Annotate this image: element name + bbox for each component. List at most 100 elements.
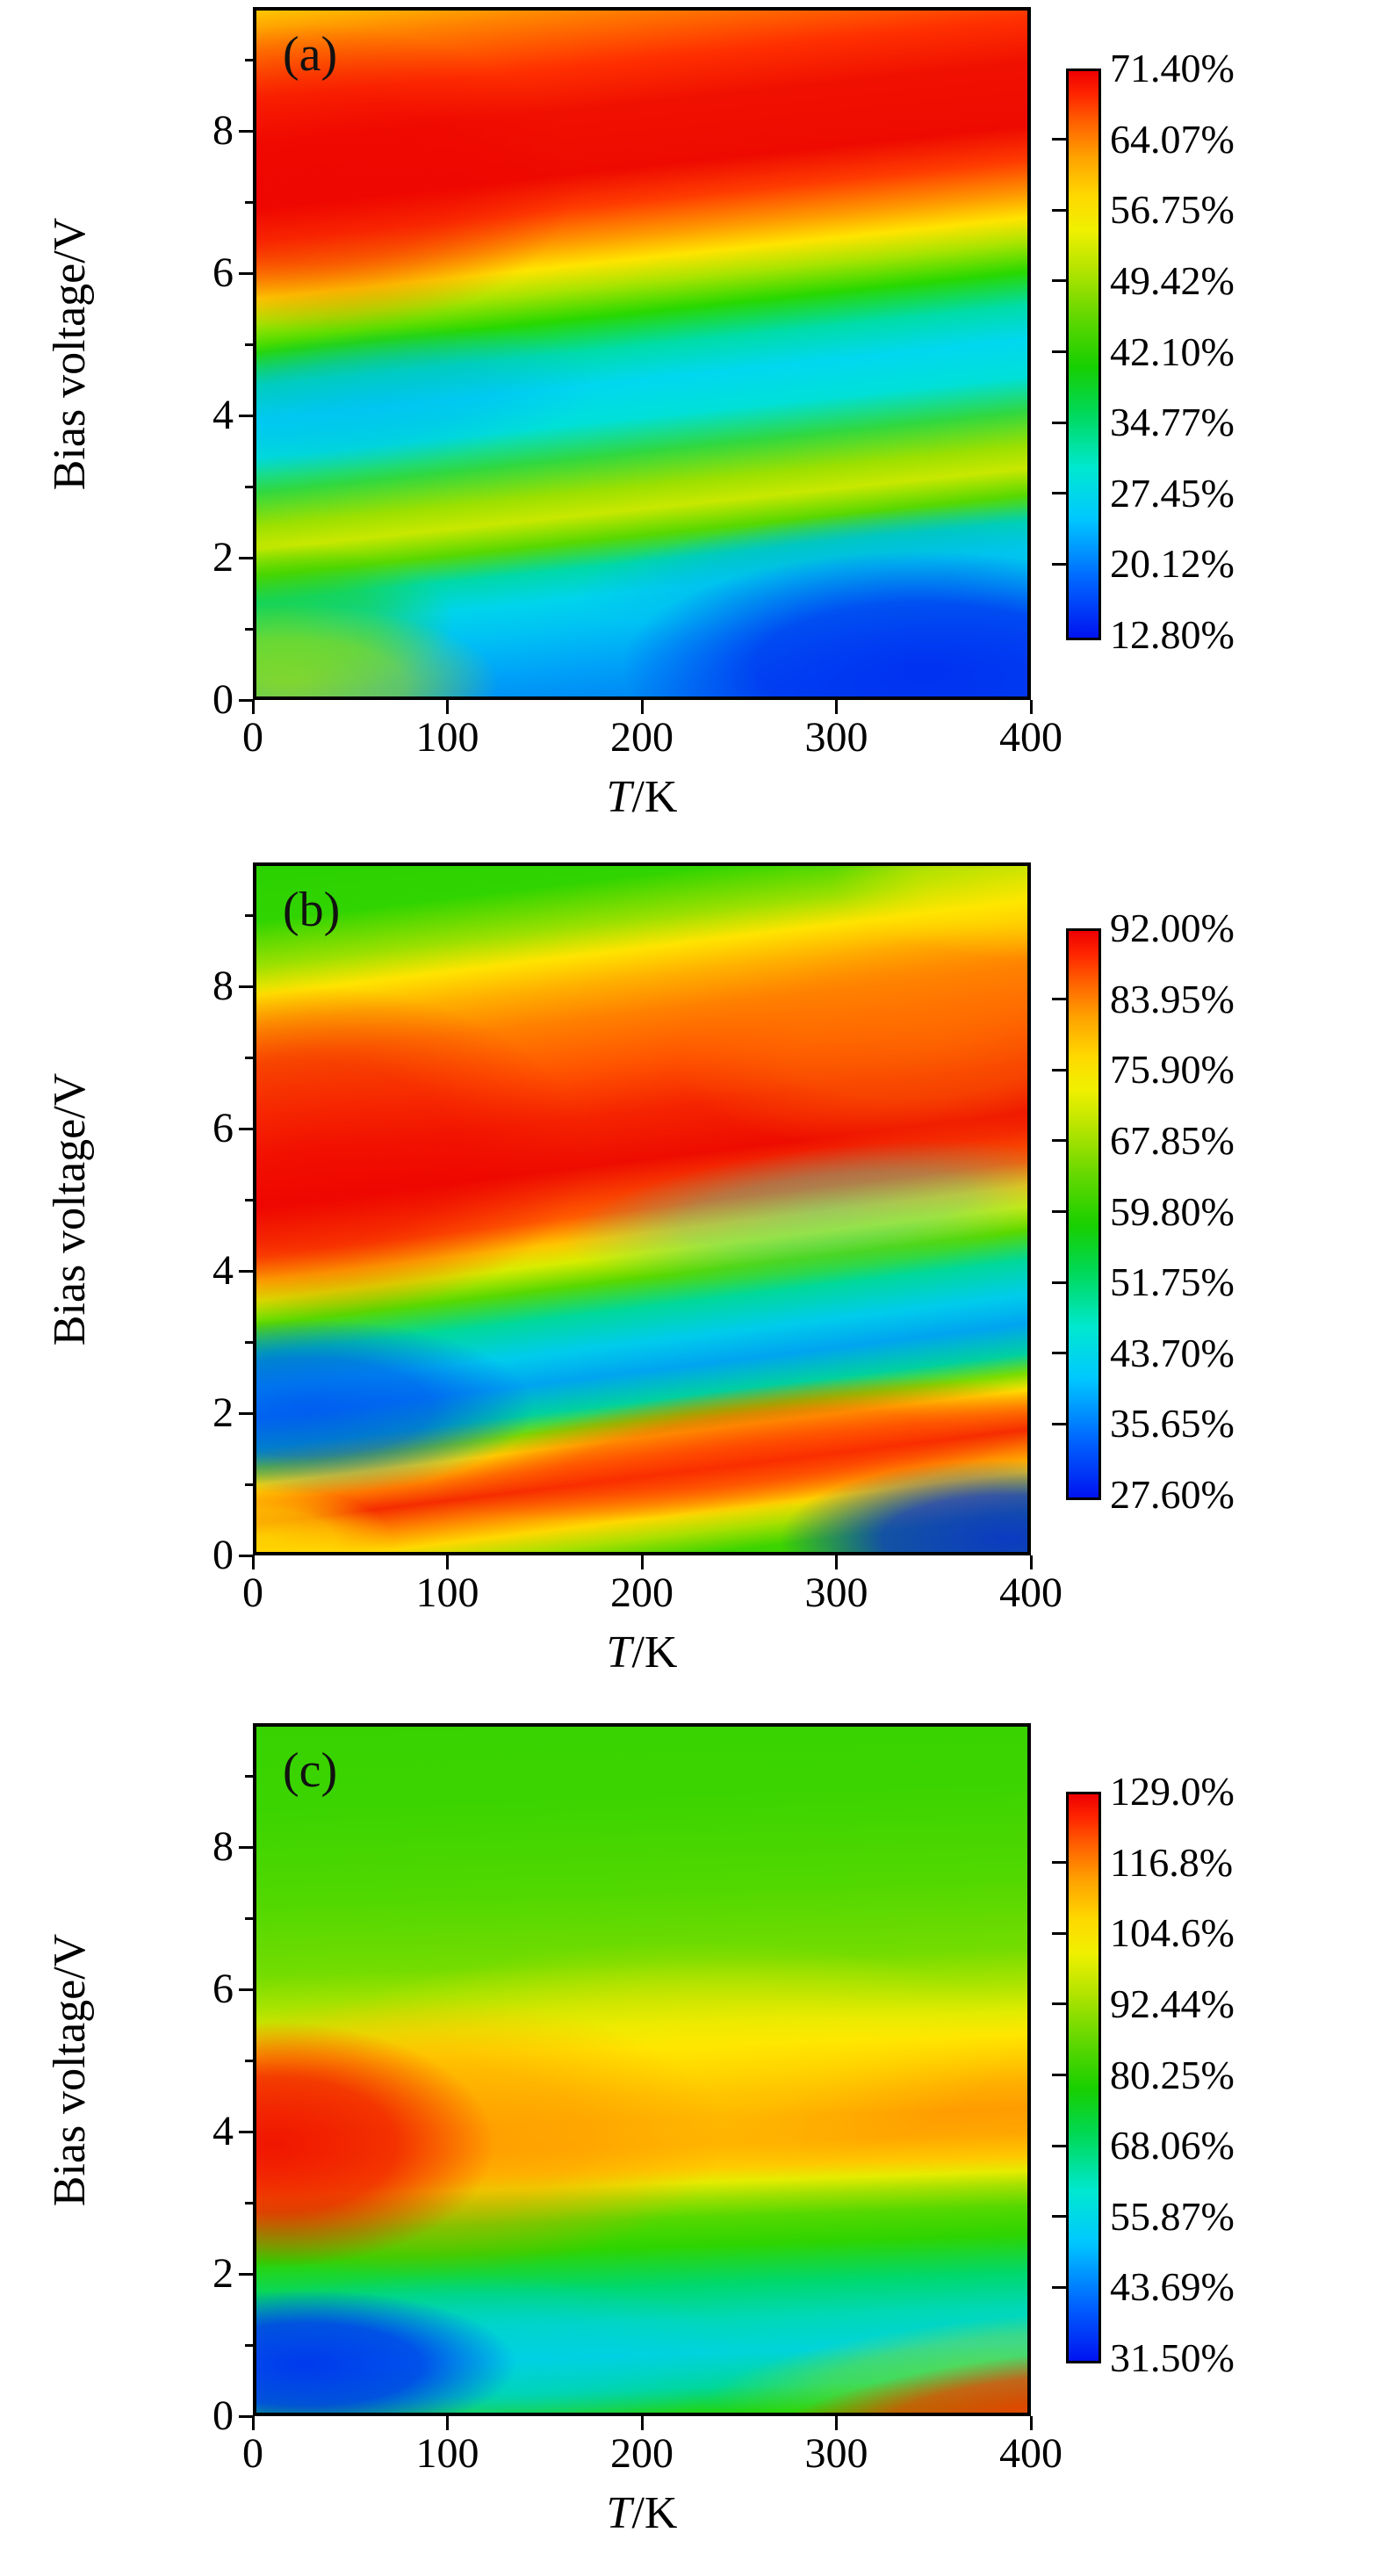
heatmap-panel-b: (b) — [253, 862, 1031, 1555]
y-major-tick — [239, 1988, 253, 1991]
y-tick-label: 6 — [212, 1966, 234, 2012]
x-tick-label: 100 — [415, 2430, 479, 2477]
y-minor-tick — [245, 2059, 253, 2062]
colorbar-label: 68.06% — [1110, 2123, 1235, 2168]
colorbar-tick — [1052, 421, 1066, 424]
x-tick-label: 200 — [610, 1569, 673, 1616]
panel-label-b: (b) — [283, 883, 341, 937]
panel-label-c: (c) — [283, 1743, 338, 1798]
y-major-tick — [239, 271, 253, 275]
y-major-tick — [239, 2272, 253, 2276]
colorbar-label: 64.07% — [1110, 116, 1235, 162]
colorbar-tick — [1052, 138, 1066, 141]
colorbar-c — [1066, 1792, 1101, 2363]
x-tick — [1029, 1555, 1033, 1569]
colorbar-label: 80.25% — [1110, 2052, 1235, 2097]
colorbar-tick — [1052, 1068, 1066, 1072]
y-tick-label: 6 — [212, 249, 234, 296]
x-tick — [446, 700, 449, 714]
colorbar-label: 116.8% — [1110, 1839, 1234, 1885]
y-tick-label: 8 — [212, 107, 234, 154]
y-minor-tick — [245, 1056, 253, 1059]
y-major-tick — [239, 1845, 253, 1849]
panel-label-a: (a) — [283, 27, 338, 82]
x-tick-label: 300 — [804, 714, 868, 761]
x-tick-label: 100 — [415, 1569, 479, 1616]
x-axis-title-unit: /K — [631, 2488, 678, 2538]
y-major-tick — [239, 1269, 253, 1273]
contour-plot-b — [253, 862, 1031, 1555]
colorbar-tick — [1052, 279, 1066, 283]
x-tick — [446, 1555, 449, 1569]
colorbar-label: 27.45% — [1110, 470, 1235, 516]
x-tick — [640, 1555, 644, 1569]
y-major-tick — [239, 556, 253, 559]
y-minor-tick — [245, 58, 253, 61]
colorbar-tick — [1052, 208, 1066, 212]
colorbar-tick — [1052, 1139, 1066, 1143]
x-tick-label: 300 — [804, 2430, 868, 2477]
colorbar-tick — [1052, 350, 1066, 353]
x-tick — [1029, 700, 1033, 714]
x-tick — [251, 1555, 255, 1569]
x-tick — [446, 2416, 449, 2430]
y-minor-tick — [245, 627, 253, 631]
x-tick — [640, 2416, 644, 2430]
colorbar-tick — [1052, 2002, 1066, 2006]
x-axis-title-b: T/K — [510, 1627, 774, 1679]
y-tick-label: 2 — [212, 2250, 234, 2297]
y-minor-tick — [245, 200, 253, 204]
y-minor-tick — [245, 2201, 253, 2204]
x-tick-label: 200 — [610, 714, 673, 761]
colorbar-tick — [1052, 2074, 1066, 2076]
colorbar-tick — [1052, 1210, 1066, 1213]
y-tick-label: 2 — [212, 534, 234, 581]
colorbar-tick — [1052, 1861, 1066, 1865]
y-tick-label: 0 — [212, 676, 234, 723]
x-axis-title-unit: /K — [631, 1627, 678, 1678]
x-tick — [640, 700, 644, 714]
x-axis-title-a: T/K — [510, 771, 774, 824]
colorbar-tick — [1052, 2215, 1066, 2219]
y-minor-tick — [245, 2343, 253, 2347]
colorbar-label: 92.00% — [1110, 906, 1235, 950]
colorbar-tick — [1052, 2285, 1066, 2289]
y-minor-tick — [245, 1340, 253, 1344]
colorbar-label: 104.6% — [1110, 1910, 1235, 1956]
x-tick — [835, 700, 838, 714]
contour-plot-a — [253, 7, 1031, 700]
colorbar-label: 67.85% — [1110, 1117, 1235, 1163]
x-tick — [1029, 2416, 1033, 2430]
colorbar-label: 55.87% — [1110, 2193, 1235, 2239]
x-tick-label: 200 — [610, 2430, 673, 2477]
colorbar-b — [1066, 928, 1101, 1500]
y-major-tick — [239, 1127, 253, 1130]
x-tick-label: 300 — [804, 1569, 868, 1616]
x-tick-label: 0 — [242, 2430, 263, 2477]
y-major-tick — [239, 985, 253, 988]
colorbar-tick — [1052, 492, 1066, 495]
colorbar-label: 83.95% — [1110, 976, 1235, 1021]
colorbar-label: 35.65% — [1110, 1401, 1235, 1447]
colorbar-label: 49.42% — [1110, 257, 1235, 303]
y-minor-tick — [245, 1483, 253, 1486]
colorbar-label: 56.75% — [1110, 187, 1235, 233]
y-major-tick — [239, 1554, 253, 1557]
heatmap-panel-c: (c) — [253, 1723, 1031, 2416]
x-tick-label: 0 — [242, 1569, 263, 1616]
colorbar-label: 42.10% — [1110, 328, 1235, 374]
x-tick-label: 400 — [999, 2430, 1062, 2477]
y-minor-tick — [245, 343, 253, 346]
x-tick-label: 0 — [242, 714, 263, 761]
colorbar-label: 59.80% — [1110, 1188, 1235, 1234]
colorbar-tick — [1052, 2144, 1066, 2147]
colorbar-label: 31.50% — [1110, 2335, 1235, 2380]
colorbar-label: 27.60% — [1110, 1472, 1235, 1517]
x-axis-title-unit: /K — [631, 772, 678, 822]
x-tick — [251, 2416, 255, 2430]
colorbar-label: 71.40% — [1110, 46, 1235, 90]
y-minor-tick — [245, 913, 253, 917]
colorbar-tick — [1052, 1931, 1066, 1935]
y-tick-label: 2 — [212, 1389, 234, 1436]
